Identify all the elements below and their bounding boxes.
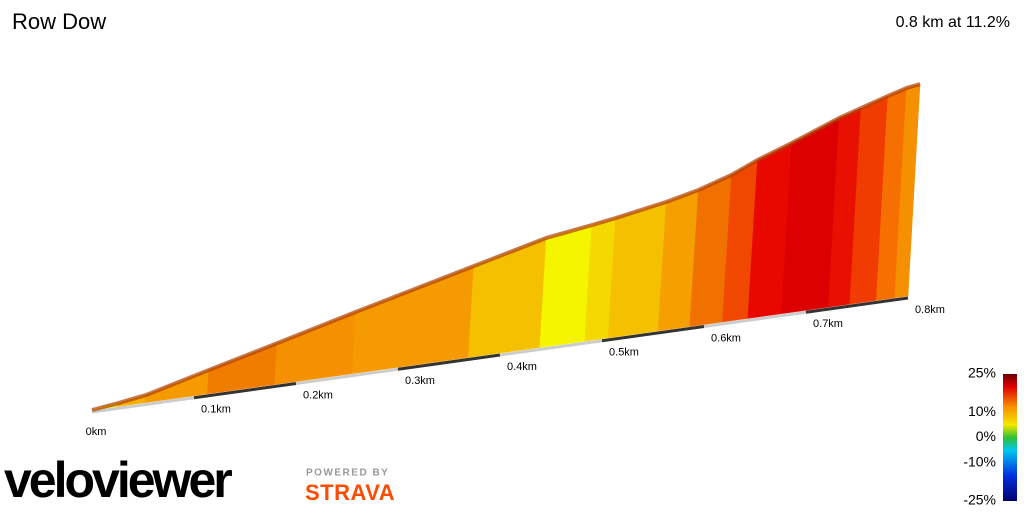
gradient-segment bbox=[539, 224, 593, 348]
base-line bbox=[397, 353, 501, 371]
gradient-segment bbox=[468, 237, 547, 358]
base-line bbox=[703, 310, 807, 328]
colorbar-label: -25% bbox=[963, 492, 996, 508]
base-line bbox=[295, 367, 399, 385]
x-tick-label: 0.5km bbox=[609, 347, 639, 359]
x-tick-label: 0.8km bbox=[915, 304, 945, 316]
x-tick-label: 0.7km bbox=[813, 318, 843, 330]
base-line bbox=[91, 396, 195, 414]
powered-by: POWERED BY bbox=[306, 468, 389, 479]
colorbar-label: -10% bbox=[963, 454, 996, 470]
colorbar-label: 0% bbox=[976, 428, 996, 444]
x-tick-label: 0.4km bbox=[507, 361, 537, 373]
x-tick-label: 0km bbox=[86, 426, 107, 438]
x-tick-label: 0.3km bbox=[405, 375, 435, 387]
chart-subtitle: 0.8 km at 11.2% bbox=[896, 14, 1010, 31]
base-line bbox=[499, 339, 603, 357]
colorbar-label: 10% bbox=[968, 403, 996, 419]
colorbar-label: 25% bbox=[968, 365, 996, 381]
chart-title: Row Dow bbox=[12, 9, 106, 34]
gradient-segment bbox=[274, 311, 357, 385]
colorbar bbox=[1003, 374, 1017, 501]
x-tick-label: 0.2km bbox=[303, 389, 333, 401]
partner-logo: STRAVA bbox=[305, 480, 395, 505]
x-tick-label: 0.1km bbox=[201, 404, 231, 416]
x-tick-label: 0.6km bbox=[711, 332, 741, 344]
base-line bbox=[805, 296, 909, 314]
gradient-segment bbox=[607, 201, 667, 339]
gradient-segment bbox=[351, 265, 475, 374]
profile-ridge bbox=[91, 82, 921, 412]
logo: veloviewer bbox=[4, 452, 232, 508]
base-line bbox=[193, 382, 297, 400]
base-line bbox=[601, 325, 705, 343]
